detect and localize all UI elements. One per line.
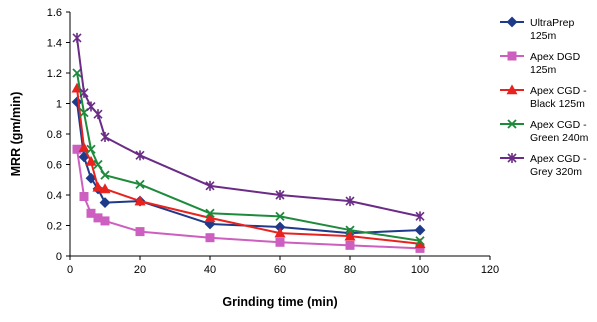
series-layer [71, 32, 426, 253]
legend-swatch-marker [507, 119, 517, 129]
data-point [275, 211, 285, 221]
data-point [415, 211, 425, 222]
data-point [93, 109, 103, 120]
data-point [92, 181, 104, 192]
y-tick-label: 1.2 [47, 68, 62, 80]
legend-swatch-marker [507, 153, 517, 163]
legend-item: Apex CGD -Black 125m [500, 84, 587, 110]
series-line [76, 149, 421, 250]
legend-label: Black 125m [530, 98, 585, 110]
data-point [72, 144, 82, 154]
data-point [205, 208, 215, 218]
data-point [274, 227, 286, 238]
y-tick-label: 0.4 [47, 190, 62, 202]
legend-label: 125m [530, 64, 557, 76]
data-point [100, 216, 110, 226]
axes: 0 0.2 0.4 0.6 0.8 1 1.2 1.4 1.6 0 20 40 60 80 100 120 [47, 7, 499, 276]
y-axis-title: MRR (gm/min) [9, 92, 23, 177]
x-axis-title: Grinding time (min) [222, 295, 337, 309]
legend-label: Apex CGD - [530, 153, 587, 165]
data-point [99, 197, 111, 209]
data-point [100, 170, 110, 180]
x-tick-label: 60 [274, 264, 286, 276]
data-point [86, 101, 96, 112]
y-tick-label: 1.4 [47, 38, 62, 50]
legend-label: Apex CGD - [530, 85, 587, 97]
legend-label: Apex DGD [530, 51, 581, 63]
data-point [79, 87, 89, 98]
y-tick-label: 1 [56, 99, 62, 111]
legend-swatch-marker [507, 51, 517, 61]
legend-swatch-marker [506, 84, 518, 95]
legend-label: UltraPrep [530, 17, 575, 29]
data-point [345, 196, 355, 207]
series-4 [72, 68, 425, 246]
x-tick-label: 20 [134, 264, 146, 276]
data-point [134, 195, 146, 206]
legend-label: 125m [530, 30, 557, 42]
x-tick-label: 100 [411, 264, 429, 276]
data-point [72, 32, 82, 43]
series-line [76, 101, 421, 235]
series-line [76, 72, 421, 242]
data-point [99, 183, 111, 194]
legend-item: Apex CGD -Grey 320m [500, 153, 587, 178]
data-point [415, 236, 425, 246]
y-tick-label: 0.2 [47, 221, 62, 233]
series-3 [71, 82, 426, 249]
data-point [275, 190, 285, 200]
series-5 [72, 32, 425, 222]
series-line [76, 88, 421, 245]
data-point [275, 237, 285, 247]
y-tick-label: 1.6 [47, 7, 62, 19]
data-point [78, 142, 90, 153]
y-tick-label: 0.8 [47, 129, 62, 141]
data-point [100, 132, 110, 143]
data-point [85, 155, 97, 166]
x-tick-label: 80 [344, 264, 356, 276]
data-point [93, 159, 103, 170]
x-tick-label: 0 [67, 264, 73, 276]
data-point [345, 240, 355, 250]
series-1 [71, 96, 426, 239]
legend-label: Green 240m [530, 132, 589, 144]
data-point [204, 212, 216, 223]
x-tick-label: 40 [204, 264, 216, 276]
data-point [205, 233, 215, 243]
data-point [135, 227, 145, 237]
legend-item: Apex CGD -Green 240m [500, 119, 589, 144]
data-point [135, 150, 145, 161]
data-point [135, 179, 145, 189]
data-point [414, 224, 426, 236]
data-point [86, 144, 96, 154]
x-tick-label: 120 [481, 264, 499, 276]
data-point [205, 180, 215, 191]
legend-label: Apex CGD - [530, 119, 587, 131]
data-point [86, 208, 96, 218]
legend-label: Grey 320m [530, 166, 582, 178]
y-tick-label: 0 [56, 251, 62, 263]
legend-swatch-marker [506, 16, 518, 28]
data-point [79, 192, 89, 202]
data-point [72, 68, 82, 78]
series-2 [72, 144, 425, 253]
data-point [345, 225, 355, 235]
series-line [76, 37, 421, 218]
y-tick-label: 0.6 [47, 160, 62, 172]
data-point [344, 230, 356, 241]
